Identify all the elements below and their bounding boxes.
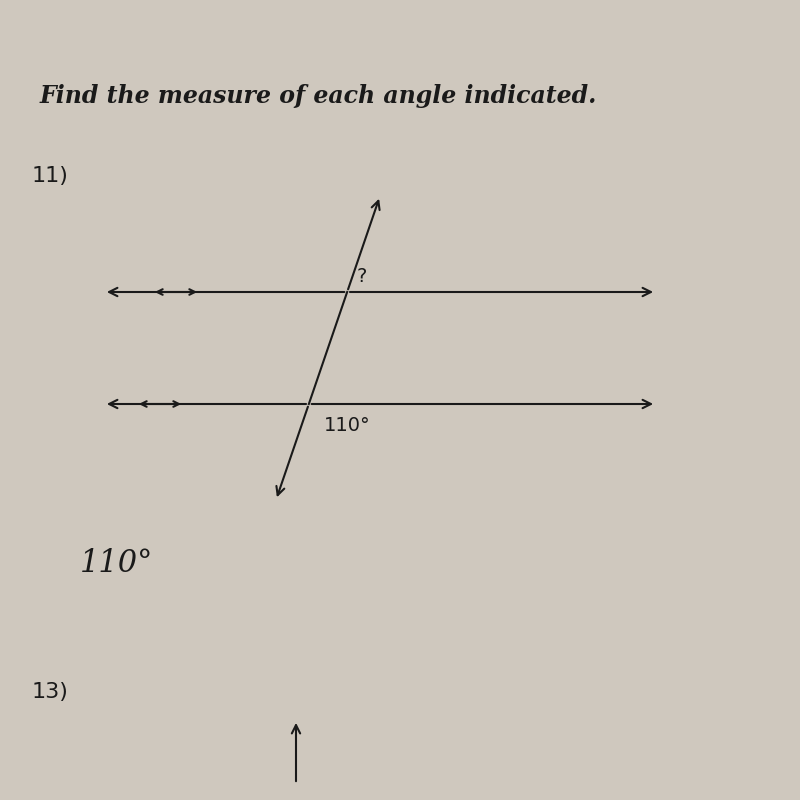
Text: 110°: 110° [324, 416, 370, 435]
Text: 110°: 110° [80, 549, 154, 579]
Text: Find the measure of each angle indicated.: Find the measure of each angle indicated… [40, 84, 598, 108]
Text: ?: ? [357, 266, 366, 286]
Text: 11): 11) [32, 166, 69, 186]
Text: 13): 13) [32, 682, 69, 702]
